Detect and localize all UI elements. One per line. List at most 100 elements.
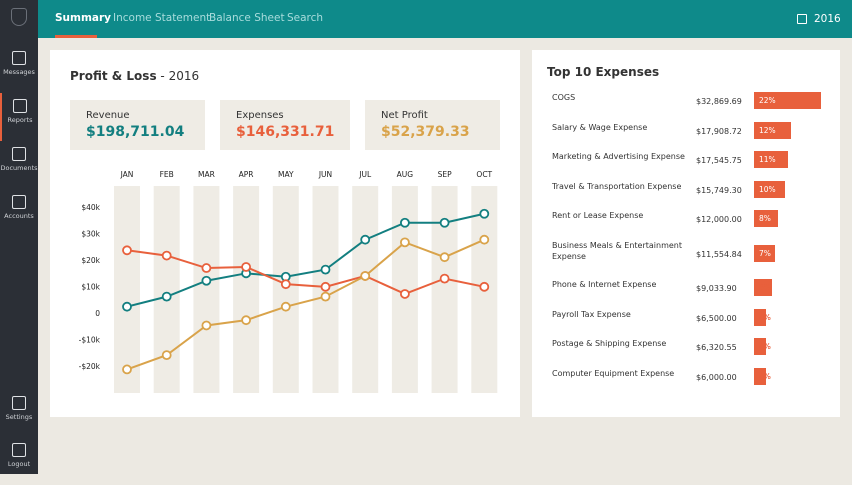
x-tick-label: MAR [198,170,215,179]
x-tick-label: JAN [120,170,134,179]
expense-amount: $12,000.00 [696,215,742,224]
point [280,279,291,290]
point [122,301,132,312]
summary-value: $146,331.71 [236,124,335,140]
summary-box: Net Profit $52,379.33 [365,100,500,150]
point [399,289,410,299]
expense-name: Business Meals & Entertainment Expense [552,241,682,261]
sidebar-label: Documents [0,164,38,172]
subtitle: - 2016 [160,69,200,83]
sidebar-item[interactable]: Accounts [0,189,38,237]
expense-percent: 11% [759,155,776,164]
summary-box: Expenses $146,331.71 [220,100,350,150]
expense-bar: 10% [754,181,785,198]
top-bar [38,0,852,38]
x-tick-label: MAY [278,170,294,179]
sidebar: Messages Reports Documents Accounts Settings… [0,0,38,474]
summary-label: Expenses [236,110,284,121]
title: Profit & Loss [70,69,157,83]
expense-name: Marketing & Advertising Expense [552,152,685,161]
nav-tab[interactable]: Search [287,12,324,24]
point [320,281,331,292]
point [439,252,450,263]
expense-bar: 4% [754,309,771,326]
sidebar-item[interactable]: Reports [0,93,38,141]
expense-percent: 4% [759,313,771,322]
sidebar-label: Accounts [4,212,34,220]
point [241,315,252,326]
icon [12,443,26,457]
sidebar-label: Logout [7,460,31,468]
icon [13,99,27,113]
sidebar-item[interactable]: Logout [0,437,38,485]
nav-tab[interactable]: Income Statement [113,12,211,24]
point [201,320,212,331]
y-tick-label: $10k [81,282,100,291]
chart: JAN FEB MAR APR MAY JUN JUL AUG SEP OCT $40k $30k $2… [79,170,498,393]
icon [12,147,26,161]
expenses-card [532,50,840,417]
expense-percent: 6% [759,283,771,292]
expense-percent: 4% [759,372,771,381]
series-line [126,249,485,296]
expense-name: Salary & Wage Expense [552,123,648,132]
expense-bar: 11% [754,151,788,168]
sidebar-item[interactable]: Settings [0,390,38,438]
expense-amount: $6,320.55 [696,343,737,352]
expense-percent: 22% [759,96,776,105]
nav-tab[interactable]: Balance Sheet [209,12,285,24]
column-band [272,186,299,393]
expense-name: Rent or Lease Expense [552,211,644,220]
expense-percent: 7% [759,249,771,258]
point [320,264,331,275]
expense-name: Travel & Transportation Expense [552,182,682,191]
nav-tab[interactable]: Summary [55,12,112,24]
expense-amount: $6,000.00 [696,373,737,382]
point [161,291,172,302]
expense-name: Postage & Shipping Expense [552,339,667,348]
point [280,301,291,312]
x-tick-label: AUG [397,170,414,179]
expense-percent: 10% [759,185,776,194]
expense-bar: 4% [754,368,771,385]
expense-percent: 12% [759,126,776,135]
expense-name: Phone & Internet Expense [552,280,657,289]
point [320,291,331,302]
expense-bar: 4% [754,338,771,355]
expense-amount: $6,500.00 [696,314,737,323]
y-tick-label: -$10k [79,335,101,344]
y-tick-label: 0 [95,309,100,318]
year-selector[interactable]: 2016 [814,13,841,25]
expense-bar: 22% [754,92,822,109]
point [399,237,410,248]
icon [12,195,26,209]
expense-amount: $11,554.84 [696,250,742,259]
expense-bar: 7% [754,245,776,262]
summary-label: Revenue [86,110,130,121]
y-tick-label: $40k [81,203,100,212]
card-title: Top 10 Expenses [547,65,660,79]
sidebar-item[interactable]: Documents [0,141,38,189]
point [479,281,490,292]
column-band [233,186,260,393]
icon [12,396,26,410]
expense-amount: $15,749.30 [696,186,742,195]
sidebar-label: Reports [7,116,33,124]
column-band [431,186,458,393]
sidebar-label: Settings [5,413,33,421]
point [201,263,212,273]
expense-amount: $17,908.72 [696,127,742,136]
column-band [153,186,180,393]
calendar-icon [797,14,807,24]
sidebar-label: Messages [3,68,35,76]
expense-name: COGS [552,93,576,102]
point [161,250,172,261]
expense-bar: 6% [754,279,773,296]
summary-box: Revenue $198,711.04 [70,100,205,150]
point [360,234,371,245]
expense-bar: 8% [754,210,779,227]
active-tab-underline [55,35,97,38]
expense-amount: $9,033.90 [696,284,737,293]
sidebar-item[interactable]: Messages [0,45,38,93]
series-line [126,212,485,308]
